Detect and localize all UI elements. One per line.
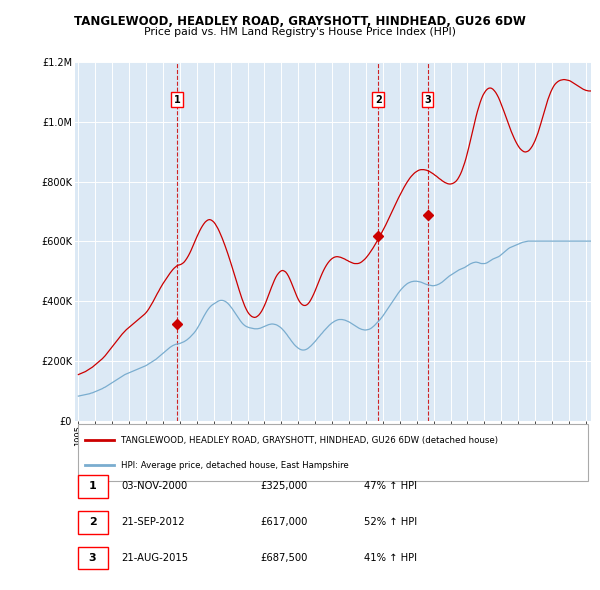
Text: 2: 2 <box>89 517 97 527</box>
Text: 47% ↑ HPI: 47% ↑ HPI <box>364 481 417 491</box>
Text: TANGLEWOOD, HEADLEY ROAD, GRAYSHOTT, HINDHEAD, GU26 6DW (detached house): TANGLEWOOD, HEADLEY ROAD, GRAYSHOTT, HIN… <box>121 435 499 445</box>
Text: £325,000: £325,000 <box>261 481 308 491</box>
FancyBboxPatch shape <box>77 424 589 481</box>
Text: 1: 1 <box>89 481 97 491</box>
Text: £617,000: £617,000 <box>261 517 308 527</box>
Text: 3: 3 <box>89 553 97 563</box>
FancyBboxPatch shape <box>77 511 107 533</box>
Text: HPI: Average price, detached house, East Hampshire: HPI: Average price, detached house, East… <box>121 461 349 470</box>
Text: 03-NOV-2000: 03-NOV-2000 <box>121 481 188 491</box>
Text: 2: 2 <box>375 94 382 104</box>
Text: 1: 1 <box>174 94 181 104</box>
Text: 3: 3 <box>424 94 431 104</box>
Text: 41% ↑ HPI: 41% ↑ HPI <box>364 553 417 563</box>
Text: 21-SEP-2012: 21-SEP-2012 <box>121 517 185 527</box>
FancyBboxPatch shape <box>77 546 107 569</box>
Text: £687,500: £687,500 <box>261 553 308 563</box>
Text: TANGLEWOOD, HEADLEY ROAD, GRAYSHOTT, HINDHEAD, GU26 6DW: TANGLEWOOD, HEADLEY ROAD, GRAYSHOTT, HIN… <box>74 15 526 28</box>
Text: 21-AUG-2015: 21-AUG-2015 <box>121 553 188 563</box>
FancyBboxPatch shape <box>77 475 107 497</box>
Text: 52% ↑ HPI: 52% ↑ HPI <box>364 517 417 527</box>
Text: Price paid vs. HM Land Registry's House Price Index (HPI): Price paid vs. HM Land Registry's House … <box>144 27 456 37</box>
